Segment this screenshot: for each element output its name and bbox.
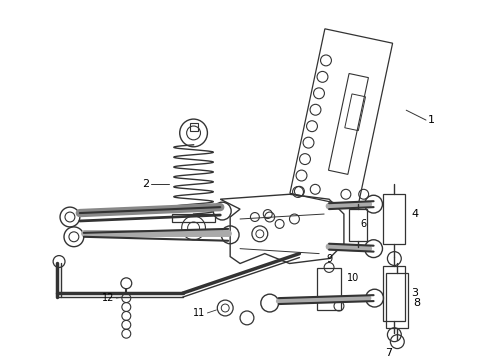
- Bar: [172, 214, 215, 222]
- Text: 6: 6: [361, 219, 367, 229]
- Text: 8: 8: [413, 298, 420, 308]
- Text: 3: 3: [411, 288, 418, 298]
- Bar: [387, 273, 408, 328]
- Text: 2: 2: [142, 179, 149, 189]
- Text: 10: 10: [347, 273, 359, 283]
- Text: 4: 4: [411, 209, 418, 219]
- Text: 7: 7: [385, 347, 392, 357]
- Bar: [190, 123, 197, 131]
- Bar: [349, 209, 367, 241]
- Text: 11: 11: [193, 308, 205, 318]
- Bar: [384, 194, 405, 244]
- Bar: [317, 269, 341, 310]
- Text: 9: 9: [326, 253, 332, 264]
- Bar: [384, 266, 405, 321]
- Text: 1: 1: [428, 115, 435, 125]
- Text: 12: 12: [102, 293, 115, 303]
